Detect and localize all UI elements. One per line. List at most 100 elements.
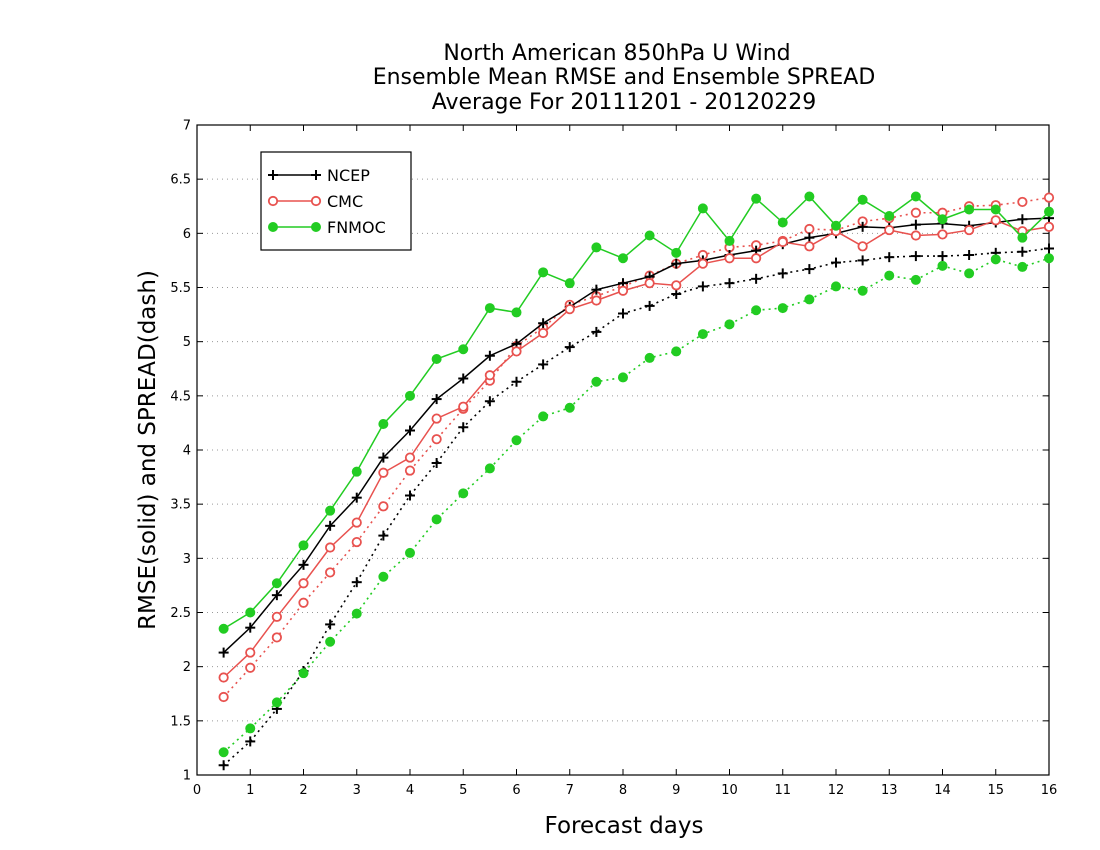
y-tick-label: 5.5 <box>170 281 191 296</box>
ncep-rmse-point <box>1017 214 1028 225</box>
cmc-rmse-point <box>325 542 336 553</box>
ncep-rmse-point <box>538 318 549 329</box>
fnmoc-rmse-line <box>223 195 1050 630</box>
fnmoc-rmse-point <box>458 344 469 355</box>
fnmoc-rmse-point <box>564 278 575 289</box>
legend: NCEP CMC FNMOC <box>260 151 412 251</box>
x-tick-label: 8 <box>619 783 627 798</box>
fnmoc-spread-point <box>884 270 895 281</box>
y-tick-label: 6.5 <box>170 173 191 188</box>
cmc-rmse-point <box>538 327 549 339</box>
cmc-rmse-point <box>804 241 815 252</box>
fnmoc-rmse-point <box>405 390 415 401</box>
fnmoc-spread-point <box>804 294 815 305</box>
x-tick-label: 7 <box>566 783 574 798</box>
x-tick-label: 15 <box>987 783 1004 798</box>
ncep-spread-point <box>511 376 522 387</box>
ncep-rmse-point <box>910 219 921 230</box>
y-tick-label: 1.5 <box>170 714 191 729</box>
fnmoc-spread-point <box>964 268 975 279</box>
fnmoc-rmse-point <box>325 505 336 516</box>
fnmoc-rmse-point <box>431 354 442 364</box>
ncep-spread-point <box>937 251 948 262</box>
fnmoc-spread-point <box>644 352 655 363</box>
ncep-rmse-point <box>804 232 815 243</box>
cmc-spread-point <box>298 597 309 608</box>
fnmoc-spread-point <box>1044 253 1054 264</box>
ncep-spread-point <box>884 252 895 263</box>
ncep-spread-point <box>351 577 362 588</box>
legend-marker-fnmoc <box>311 222 321 232</box>
fnmoc-rmse-point <box>1044 206 1054 217</box>
fnmoc-rmse-point <box>378 419 389 429</box>
cmc-rmse-point <box>751 253 762 264</box>
ncep-spread-point <box>751 273 762 284</box>
x-tick-label: 9 <box>672 783 680 798</box>
cmc-rmse-point <box>697 258 708 269</box>
ncep-rmse-point <box>271 590 282 601</box>
fnmoc-rmse-point <box>298 540 309 551</box>
cmc-rmse-point <box>431 413 442 424</box>
cmc-spread-line <box>223 196 1050 698</box>
cmc-rmse-point <box>245 647 256 658</box>
x-tick-label: 0 <box>193 783 201 798</box>
fnmoc-spread-point <box>618 372 628 383</box>
y-tick-label: 2 <box>183 660 191 675</box>
ncep-spread-point <box>777 268 788 279</box>
legend-marker-cmc <box>310 195 322 207</box>
cmc-spread-point <box>245 662 256 673</box>
ncep-rmse-point <box>298 559 309 570</box>
cmc-rmse-point <box>1043 221 1055 232</box>
title-line-1: North American 850hPa U Wind <box>443 41 790 66</box>
x-tick-label: 3 <box>353 783 361 798</box>
cmc-rmse-point <box>777 236 788 248</box>
cmc-rmse-point <box>671 280 682 291</box>
legend-marker-cmc <box>267 195 279 207</box>
ncep-spread-point <box>538 359 549 370</box>
fnmoc-spread-point <box>910 274 921 285</box>
legend-marker-ncep <box>311 170 321 180</box>
cmc-rmse-point <box>964 224 975 236</box>
fnmoc-spread-point <box>697 329 708 340</box>
cmc-rmse-point <box>378 467 389 478</box>
ncep-rmse-point <box>351 492 362 503</box>
fnmoc-rmse-point <box>724 235 735 246</box>
cmc-spread-point <box>804 223 815 235</box>
fnmoc-rmse-point <box>245 607 256 618</box>
ncep-spread-point <box>458 422 469 433</box>
cmc-rmse-point <box>937 229 948 240</box>
cmc-rmse-line <box>223 219 1050 679</box>
fnmoc-spread-point <box>511 435 522 446</box>
legend-marker-ncep <box>268 170 278 180</box>
ncep-spread-point <box>1017 246 1028 257</box>
fnmoc-spread-point <box>218 747 229 758</box>
y-axis-label: RMSE(solid) and SPREAD(dash) <box>135 270 161 630</box>
cmc-rmse-point <box>511 346 522 357</box>
fnmoc-rmse-point <box>937 214 948 225</box>
fnmoc-spread-point <box>538 411 549 422</box>
cmc-rmse-point <box>298 578 309 589</box>
fnmoc-spread-point <box>937 260 948 271</box>
fnmoc-spread-point <box>325 636 336 647</box>
cmc-rmse-point <box>990 215 1001 226</box>
legend-label-cmc: CMC <box>327 192 363 211</box>
ncep-rmse-point <box>431 394 442 405</box>
fnmoc-spread-point <box>484 463 495 474</box>
ncep-rmse-point <box>245 622 256 633</box>
ncep-spread-point <box>697 281 708 292</box>
fnmoc-rmse-point <box>751 193 762 204</box>
ncep-spread-point <box>644 300 655 311</box>
fnmoc-rmse-point <box>218 623 229 634</box>
fnmoc-rmse-point <box>697 203 708 214</box>
ncep-spread-point <box>724 278 735 289</box>
cmc-rmse-point <box>857 241 868 252</box>
fnmoc-rmse-point <box>351 466 362 477</box>
x-tick-label: 2 <box>299 783 307 798</box>
fnmoc-spread-point <box>671 346 682 357</box>
fnmoc-spread-point <box>724 319 735 330</box>
fnmoc-spread-point <box>405 547 415 558</box>
ncep-spread-point <box>378 530 389 541</box>
cmc-spread-point <box>218 691 229 703</box>
x-tick-label: 11 <box>774 783 791 798</box>
fnmoc-spread-point <box>271 697 282 708</box>
